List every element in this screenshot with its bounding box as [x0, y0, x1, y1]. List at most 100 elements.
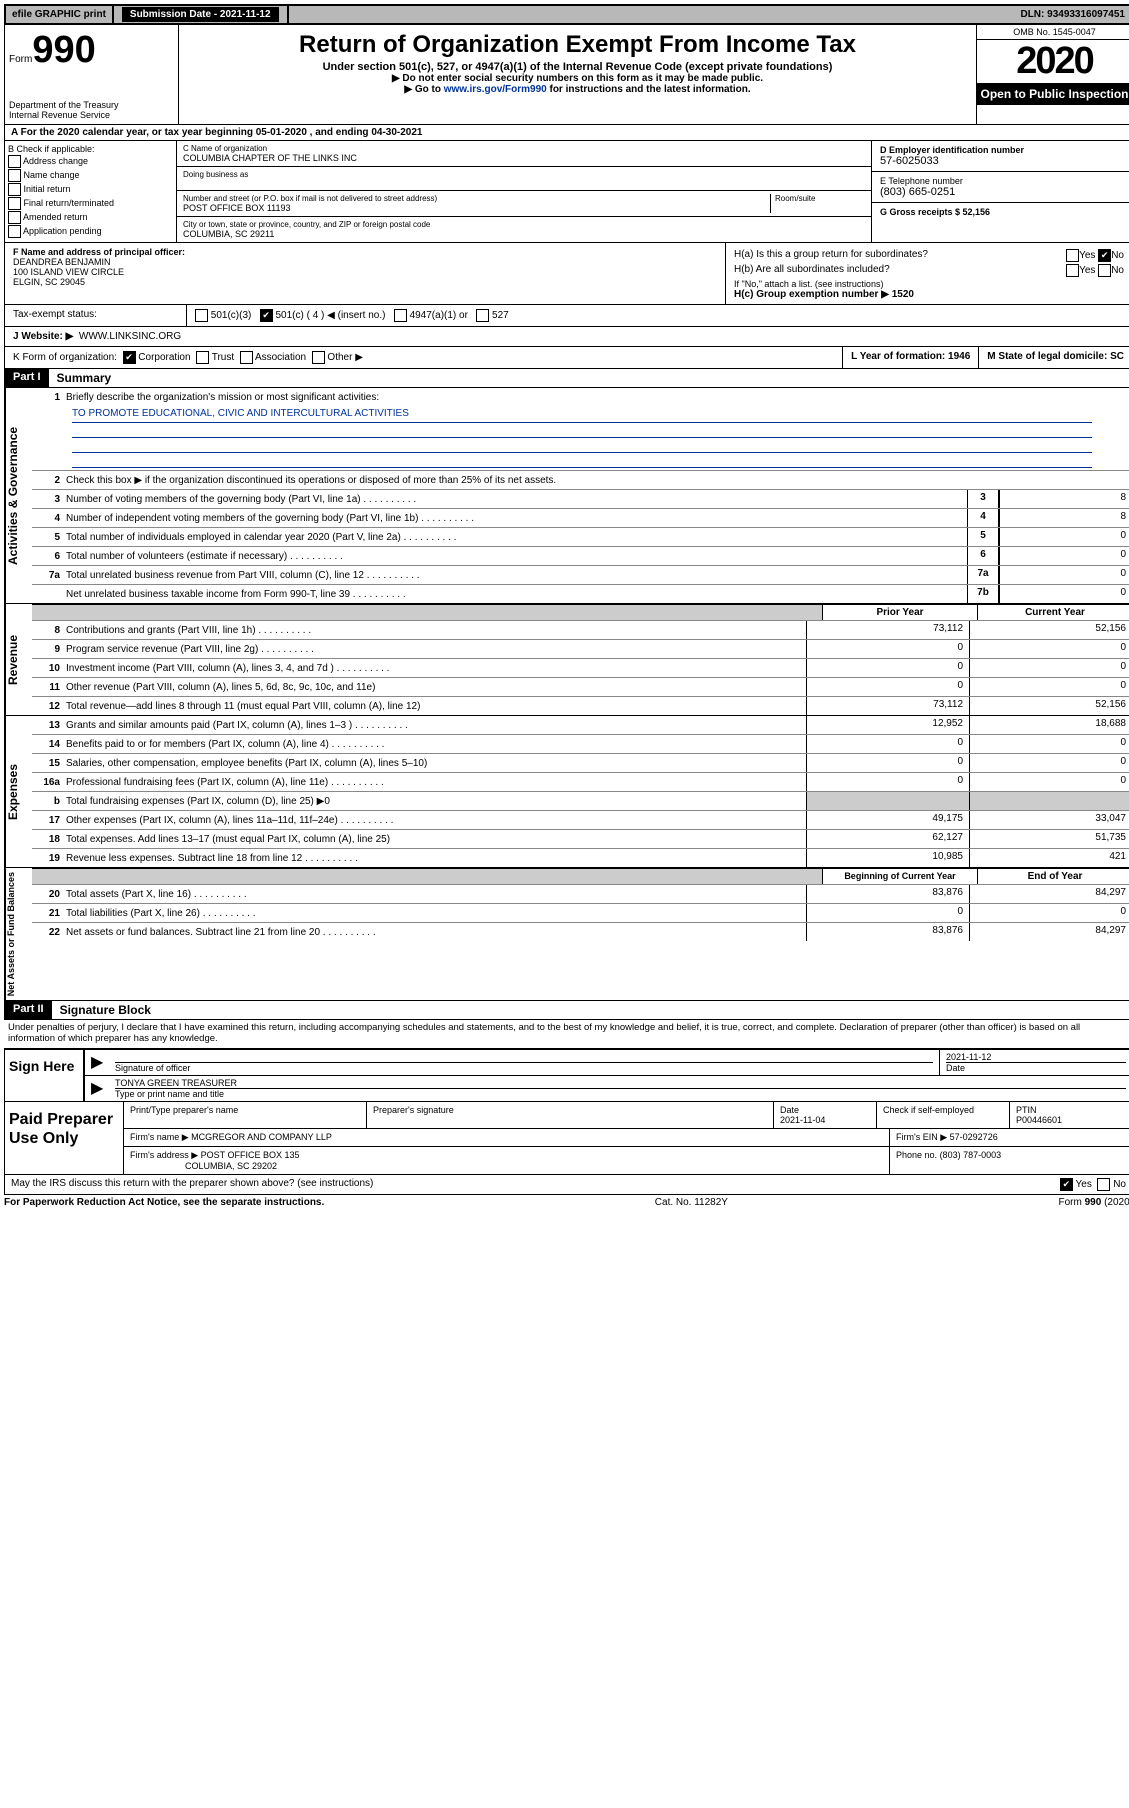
p12: 73,112: [806, 697, 969, 715]
val6: 0: [999, 547, 1129, 565]
line11: Other revenue (Part VIII, column (A), li…: [66, 680, 806, 695]
p13: 12,952: [806, 716, 969, 734]
line16b: Total fundraising expenses (Part IX, col…: [66, 794, 806, 809]
firm-ein-label: Firm's EIN ▶: [896, 1132, 947, 1142]
p15: 0: [806, 754, 969, 772]
c17: 33,047: [969, 811, 1129, 829]
line18: Total expenses. Add lines 13–17 (must eq…: [66, 832, 806, 847]
p14: 0: [806, 735, 969, 753]
row-k-label: K Form of organization:: [13, 352, 117, 363]
c10: 0: [969, 659, 1129, 677]
submission-date: Submission Date - 2021-11-12: [114, 6, 289, 23]
paid-preparer-label: Paid Preparer Use Only: [5, 1102, 124, 1174]
city: COLUMBIA, SC 29211: [183, 229, 865, 239]
col-d-e: D Employer identification number 57-6025…: [871, 141, 1129, 242]
mission-text: TO PROMOTE EDUCATIONAL, CIVIC AND INTERC…: [72, 408, 1092, 423]
chk-application-pending[interactable]: Application pending: [8, 225, 173, 238]
form-subtitle: Under section 501(c), 527, or 4947(a)(1)…: [183, 61, 972, 73]
line4: Number of independent voting members of …: [66, 511, 967, 526]
irs-discuss-question: May the IRS discuss this return with the…: [11, 1178, 373, 1191]
side-net-assets: Net Assets or Fund Balances: [5, 868, 32, 1000]
top-bar: efile GRAPHIC print Submission Date - 20…: [4, 4, 1129, 25]
chk-final-return[interactable]: Final return/terminated: [8, 197, 173, 210]
line7a: Total unrelated business revenue from Pa…: [66, 568, 967, 583]
part1-header: Part I Summary: [4, 369, 1129, 388]
line13: Grants and similar amounts paid (Part IX…: [66, 718, 806, 733]
form-header: Form990 Department of the Treasury Inter…: [4, 25, 1129, 125]
firm-addr-label: Firm's address ▶: [130, 1150, 198, 1160]
chk-corporation[interactable]: [123, 351, 136, 364]
irs-discuss-row: May the IRS discuss this return with the…: [4, 1175, 1129, 1195]
row-i-tax-status: Tax-exempt status: 501(c)(3) 501(c) ( 4 …: [4, 305, 1129, 327]
chk-501c-checked[interactable]: [260, 309, 273, 322]
line12: Total revenue—add lines 8 through 11 (mu…: [66, 699, 806, 714]
paperwork-notice: For Paperwork Reduction Act Notice, see …: [4, 1197, 324, 1208]
form-footer: Form 990 (2020): [1059, 1197, 1129, 1208]
p16a: 0: [806, 773, 969, 791]
line16a: Professional fundraising fees (Part IX, …: [66, 775, 806, 790]
begin-year-hdr: Beginning of Current Year: [822, 869, 977, 884]
principal-officer: F Name and address of principal officer:…: [5, 243, 726, 304]
prep-date-label: Date: [780, 1105, 799, 1115]
chk-527[interactable]: [476, 309, 489, 322]
firm-name: MCGREGOR AND COMPANY LLP: [191, 1132, 332, 1142]
preparer-sig-label: Preparer's signature: [367, 1102, 774, 1128]
line22: Net assets or fund balances. Subtract li…: [66, 925, 806, 940]
row-j-website: J Website: ▶ WWW.LINKSINC.ORG: [4, 327, 1129, 347]
type-name-label: Type or print name and title: [115, 1088, 1126, 1099]
instructions-link-row: ▶ Go to www.irs.gov/Form990 for instruct…: [183, 84, 972, 95]
ha-label: H(a) Is this a group return for subordin…: [734, 249, 928, 262]
discuss-yes-checked[interactable]: [1060, 1178, 1073, 1191]
p17: 49,175: [806, 811, 969, 829]
activities-governance: Activities & Governance 1Briefly describ…: [4, 388, 1129, 604]
val7a: 0: [999, 566, 1129, 584]
phone: (803) 665-0251: [880, 186, 1124, 198]
chk-other[interactable]: [312, 351, 325, 364]
chk-4947[interactable]: [394, 309, 407, 322]
line21: Total liabilities (Part X, line 26): [66, 906, 806, 921]
c11: 0: [969, 678, 1129, 696]
preparer-name-label: Print/Type preparer's name: [124, 1102, 367, 1128]
prep-date: 2021-11-04: [780, 1115, 825, 1125]
open-inspection: Open to Public Inspection: [977, 83, 1129, 105]
c16b-gray: [969, 792, 1129, 810]
line9: Program service revenue (Part VIII, line…: [66, 642, 806, 657]
val7b: 0: [999, 585, 1129, 603]
chk-501c3[interactable]: [195, 309, 208, 322]
current-year-hdr: Current Year: [977, 605, 1129, 620]
revenue-section: Revenue Prior YearCurrent Year 8Contribu…: [4, 604, 1129, 716]
website-url: WWW.LINKSINC.ORG: [79, 331, 181, 342]
hb-label: H(b) Are all subordinates included?: [734, 264, 890, 277]
chk-address-change[interactable]: Address change: [8, 155, 173, 168]
chk-name-change[interactable]: Name change: [8, 169, 173, 182]
efile-label: efile GRAPHIC print: [6, 6, 114, 23]
firm-phone: (803) 787-0003: [940, 1150, 1002, 1160]
ha-no-checked[interactable]: [1098, 249, 1111, 262]
section-h: H(a) Is this a group return for subordin…: [726, 243, 1129, 304]
p22: 83,876: [806, 923, 969, 941]
line6: Total number of volunteers (estimate if …: [66, 549, 967, 564]
chk-trust[interactable]: [196, 351, 209, 364]
city-label: City or town, state or province, country…: [183, 220, 865, 229]
side-activities: Activities & Governance: [5, 388, 32, 603]
line8: Contributions and grants (Part VIII, lin…: [66, 623, 806, 638]
line2: Check this box ▶ if the organization dis…: [66, 473, 1129, 488]
chk-initial-return[interactable]: Initial return: [8, 183, 173, 196]
p11: 0: [806, 678, 969, 696]
gross-receipts: G Gross receipts $ 52,156: [880, 207, 990, 217]
chk-amended[interactable]: Amended return: [8, 211, 173, 224]
c18: 51,735: [969, 830, 1129, 848]
firm-ein: 57-0292726: [950, 1132, 998, 1142]
p21: 0: [806, 904, 969, 922]
irs-link[interactable]: www.irs.gov/Form990: [444, 84, 547, 95]
c8: 52,156: [969, 621, 1129, 639]
ein: 57-6025033: [880, 155, 1124, 167]
discuss-no[interactable]: [1097, 1178, 1110, 1191]
ptin: P00446601: [1016, 1115, 1062, 1125]
col-b-label: B Check if applicable:: [8, 144, 173, 154]
c22: 84,297: [969, 923, 1129, 941]
chk-association[interactable]: [240, 351, 253, 364]
penalties-text: Under penalties of perjury, I declare th…: [4, 1020, 1129, 1046]
sign-here-label: Sign Here: [5, 1050, 83, 1101]
val4: 8: [999, 509, 1129, 527]
